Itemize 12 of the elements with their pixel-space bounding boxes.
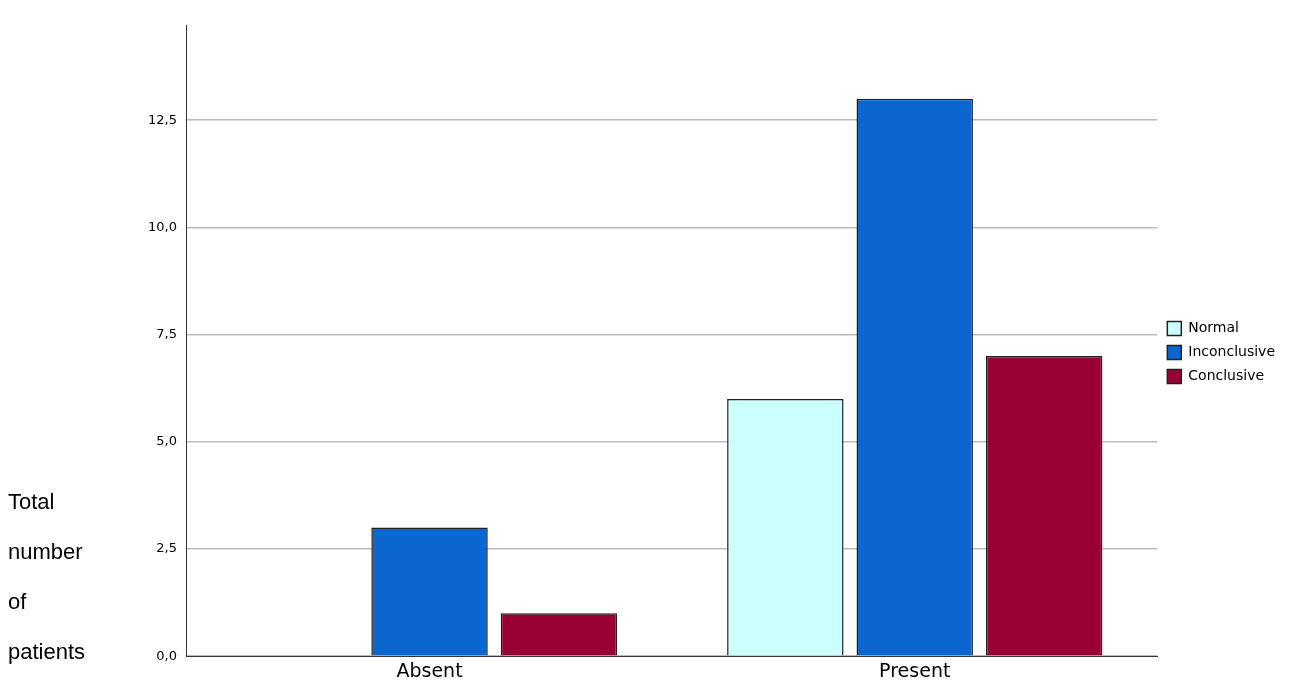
y-tick-label: 5,0	[156, 433, 177, 449]
y-tick-label: 2,5	[156, 540, 177, 556]
x-tick-label: Absent	[396, 658, 463, 681]
legend-label: Conclusive	[1188, 367, 1265, 384]
legend-label: Inconclusive	[1188, 343, 1276, 360]
legend-label: Normal	[1188, 319, 1239, 336]
y-axis-title: Total number of patients	[8, 488, 87, 666]
y-tick-label: 7,5	[156, 325, 177, 341]
y-tick-label: 10,0	[147, 218, 177, 234]
x-tick-label: Present	[879, 658, 951, 681]
y-tick-label: 0,0	[156, 647, 177, 663]
y-tick-label: 12,5	[147, 111, 177, 127]
